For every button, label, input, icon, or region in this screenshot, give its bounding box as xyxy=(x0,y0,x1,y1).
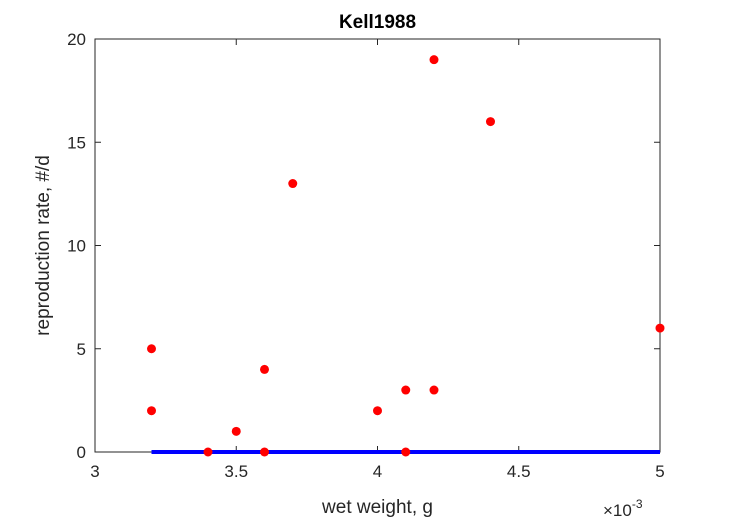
x-tick-label: 4 xyxy=(373,462,382,481)
y-tick-label: 15 xyxy=(67,133,86,152)
y-tick-label: 5 xyxy=(77,340,86,359)
data-point xyxy=(655,323,665,333)
y-tick-label: 20 xyxy=(67,30,86,49)
x-axis-multiplier: ×10-3 xyxy=(603,497,643,520)
data-point xyxy=(429,55,439,65)
data-point xyxy=(203,447,213,457)
y-ticks: 0 5 10 15 20 xyxy=(67,30,660,462)
chart-title: Kell1988 xyxy=(339,12,416,33)
data-point xyxy=(260,447,269,457)
x-ticks: 3 3.5 4 4.5 5 xyxy=(90,39,665,481)
data-point xyxy=(147,406,156,416)
y-axis-label: reproduction rate, #/d xyxy=(33,155,54,336)
x-tick-label: 4.5 xyxy=(507,462,531,481)
y-tick-label: 0 xyxy=(77,443,86,462)
data-point xyxy=(147,344,156,354)
data-point xyxy=(401,447,411,457)
x-axis-multiplier-base: ×10 xyxy=(603,501,632,520)
data-point xyxy=(486,117,495,127)
data-point xyxy=(231,426,241,436)
data-point xyxy=(401,385,411,395)
x-tick-label: 5 xyxy=(655,462,664,481)
x-tick-label: 3.5 xyxy=(224,462,248,481)
x-axis-label: wet weight, g xyxy=(321,497,433,518)
plot-area xyxy=(94,38,661,453)
series-layer xyxy=(147,55,665,457)
data-point xyxy=(373,406,382,416)
data-point xyxy=(260,364,269,374)
data-point xyxy=(429,385,439,395)
data-point xyxy=(288,179,298,189)
y-tick-label: 10 xyxy=(67,237,86,256)
x-tick-label: 3 xyxy=(90,462,99,481)
x-axis-multiplier-exponent: -3 xyxy=(632,497,643,511)
